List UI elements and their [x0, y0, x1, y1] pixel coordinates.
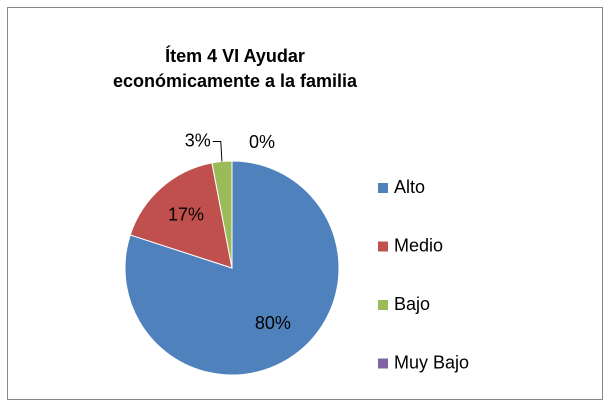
leader-line [212, 141, 223, 162]
data-label: 0% [249, 132, 275, 152]
chart-title: Ítem 4 VI Ayudar económicamente a la fam… [112, 46, 358, 91]
data-label: 3% [185, 130, 211, 150]
legend-label: Alto [394, 177, 425, 197]
legend-label: Medio [394, 235, 443, 255]
pie-slice [129, 162, 233, 269]
legend-swatch [378, 358, 388, 369]
legend-label: Muy Bajo [394, 352, 469, 372]
legend-swatch [378, 300, 388, 310]
legend-swatch [378, 241, 388, 252]
data-label: 80% [255, 313, 291, 333]
pie-slice [124, 160, 340, 376]
data-label: 17% [168, 205, 204, 225]
legend-swatch [378, 183, 388, 193]
legend-label: Bajo [394, 294, 430, 314]
